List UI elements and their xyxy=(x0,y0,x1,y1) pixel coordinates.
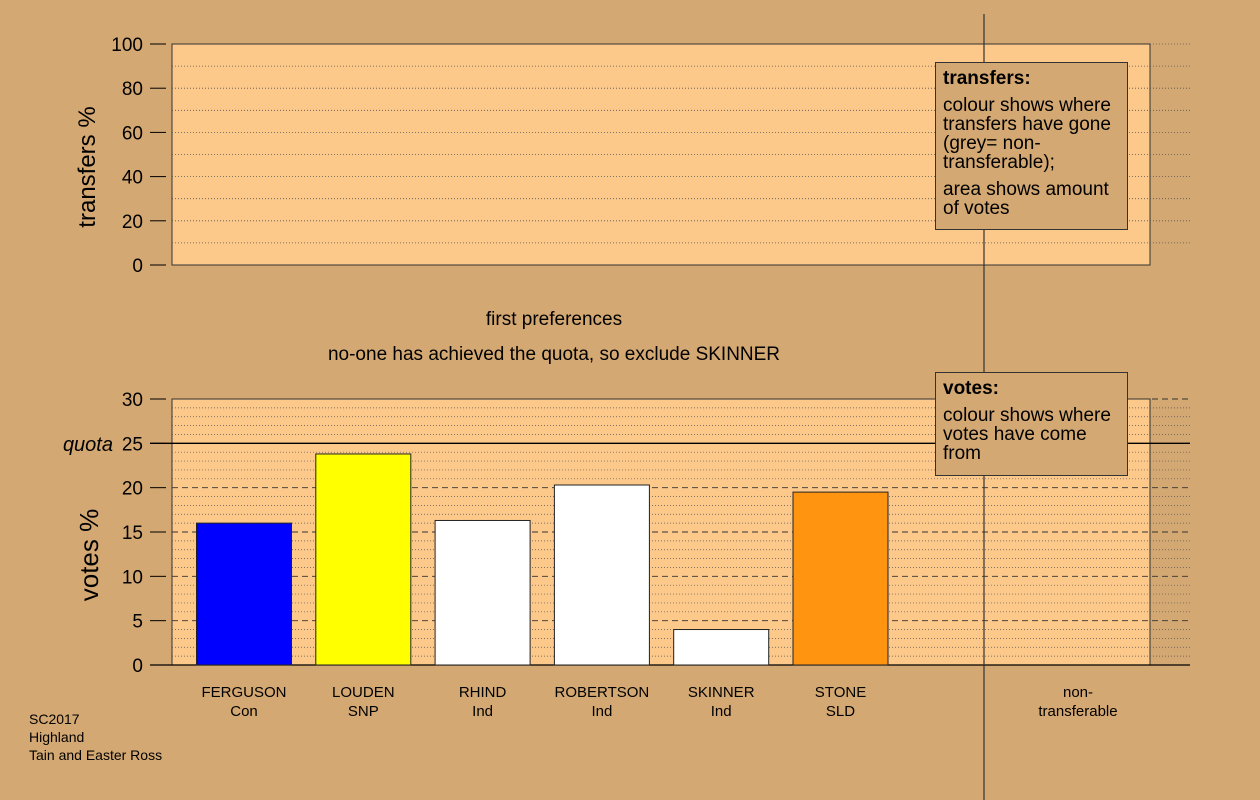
quota-label: quota xyxy=(63,434,113,456)
transfers-y-axis: 0 20 40 60 80 100 xyxy=(111,35,166,277)
caption-first-preferences: first preferences xyxy=(486,309,622,330)
transfers-legend: transfers: colour shows where transfers … xyxy=(935,62,1128,230)
votes-bars xyxy=(196,453,889,666)
transfers-y-tick-label: 100 xyxy=(111,35,143,56)
votes-panel: 0 5 10 15 20 25 30 FERGUSON Con LOUDEN SNP RHIND In… xyxy=(63,390,1190,720)
bar-louden xyxy=(315,453,412,666)
transfers-y-tick-label: 80 xyxy=(122,79,143,100)
x-tick-label: RHIND Ind xyxy=(459,684,507,720)
x-tick-label: ROBERTSON Ind xyxy=(555,684,650,720)
transfers-gridlines xyxy=(172,43,1190,244)
votes-x-axis-labels: FERGUSON Con LOUDEN SNP RHIND Ind ROBERTSON Ind… xyxy=(201,684,1117,720)
bar-skinner xyxy=(673,629,770,666)
transfers-legend-text-1: colour shows where transfers have gone (… xyxy=(943,95,1111,173)
votes-y-tick-label: 15 xyxy=(122,523,143,544)
x-tick-label: LOUDEN SNP xyxy=(332,684,395,720)
votes-legend: votes: colour shows where votes have com… xyxy=(935,372,1128,476)
x-tick-label: SKINNER Ind xyxy=(688,684,755,720)
footer-council: Highland xyxy=(29,729,85,745)
x-tick-label: STONE SLD xyxy=(815,684,866,720)
transfers-y-axis-label: transfers % xyxy=(74,106,101,227)
votes-y-tick-label: 20 xyxy=(122,479,143,500)
bar-rhind xyxy=(434,519,531,666)
votes-y-tick-label: 5 xyxy=(132,612,143,633)
votes-y-tick-label: 25 xyxy=(122,434,143,455)
votes-y-tick-label: 0 xyxy=(132,656,143,677)
transfers-legend-text-2: area shows amount of votes xyxy=(943,179,1109,219)
caption-stage-status: no-one has achieved the quota, so exclud… xyxy=(328,344,780,365)
transfers-y-tick-label: 60 xyxy=(122,123,143,144)
votes-y-tick-label: 30 xyxy=(122,390,143,411)
footer-ward: Tain and Easter Ross xyxy=(29,747,163,763)
transfers-y-tick-label: 40 xyxy=(122,168,143,189)
x-tick-label: non-transferable xyxy=(1038,684,1117,720)
votes-legend-title: votes: xyxy=(943,378,999,399)
votes-y-axis: 0 5 10 15 20 25 30 xyxy=(122,390,166,677)
bar-ferguson xyxy=(196,522,292,666)
bar-stone xyxy=(792,491,889,666)
transfers-y-tick-label: 20 xyxy=(122,212,143,233)
transfers-y-tick-label: 0 xyxy=(132,256,143,277)
footer: SC2017 Highland Tain and Easter Ross xyxy=(29,710,162,764)
footer-election: SC2017 xyxy=(29,711,80,727)
votes-y-axis-label: votes % xyxy=(74,509,104,602)
transfers-legend-title: transfers: xyxy=(943,68,1031,89)
votes-legend-text: colour shows where votes have come from xyxy=(943,405,1111,464)
x-tick-label: FERGUSON Con xyxy=(201,684,286,720)
bar-robertson xyxy=(553,484,650,666)
votes-y-tick-label: 10 xyxy=(122,567,143,588)
